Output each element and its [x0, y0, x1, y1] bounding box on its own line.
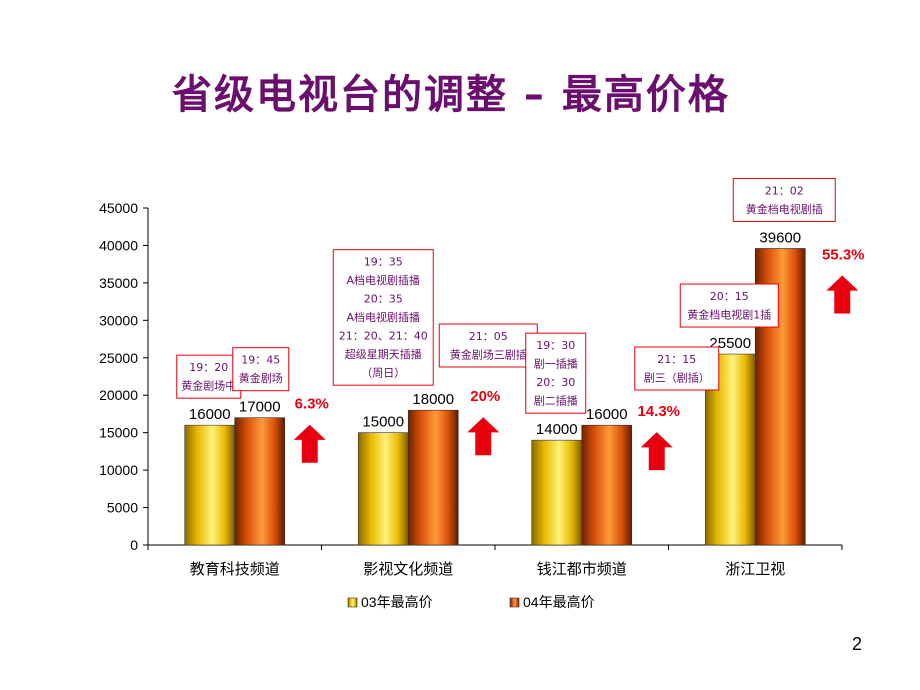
growth-arrow-icon: [293, 424, 326, 463]
growth-label: 20%: [470, 388, 500, 405]
growth-label: 6.3%: [295, 396, 329, 413]
x-category-label: 教育科技频道: [190, 561, 280, 578]
bar-04: [234, 417, 286, 546]
y-tick-label: 10000: [99, 462, 138, 478]
data-label: 16000: [189, 406, 231, 423]
bar-03: [184, 424, 236, 546]
price-note-03-line: 19：20: [189, 361, 228, 374]
price-note-03-line: 剧一插播: [534, 357, 578, 371]
price-note-03-line: 20：15: [710, 290, 749, 303]
price-note-04-line: 剧三（剧插）: [644, 371, 710, 385]
legend-label: 03年最高价: [361, 594, 433, 610]
growth-label: 55.3%: [822, 246, 865, 263]
price-note-03-line: 黄金档电视剧1插: [687, 308, 771, 322]
price-note-04-line: 21：05: [469, 330, 508, 343]
price-note-04-line: 黄金档电视剧插: [746, 202, 823, 216]
price-note-03-box: [679, 283, 779, 328]
price-note-03-line: 剧二插播: [534, 394, 578, 408]
bar-03: [531, 439, 583, 546]
price-note-04-box: [232, 347, 290, 392]
data-label: 16000: [586, 406, 628, 423]
price-note-04-line: 21：15: [657, 353, 696, 366]
price-note-line: 超级星期天插播: [345, 347, 422, 361]
y-tick-label: 40000: [99, 237, 138, 253]
price-note-03-box: [525, 332, 587, 414]
price-note-box: [332, 249, 434, 386]
x-category-label: 钱江都市频道: [537, 561, 627, 578]
price-note-line: A档电视剧插播: [346, 273, 420, 287]
slide-title: 省级电视台的调整 – 最高价格: [172, 72, 730, 118]
price-note-04-box: [732, 177, 836, 222]
bar-04: [407, 409, 459, 546]
legend-swatch: [347, 597, 358, 608]
bar-04: [581, 424, 633, 546]
bar-03: [357, 432, 409, 546]
price-note-03-line: 20：30: [536, 376, 575, 389]
price-note-04-line: 21：02: [765, 184, 804, 197]
price-note-line: 20：35: [364, 293, 403, 306]
legend-label: 04年最高价: [523, 594, 595, 610]
x-category-label: 浙江卫视: [725, 561, 785, 578]
growth-arrow-icon: [826, 275, 859, 314]
y-tick-label: 45000: [99, 200, 138, 216]
price-note-04-line: 黄金剧场: [239, 371, 283, 385]
y-tick-label: 35000: [99, 275, 138, 291]
price-note-04-line: 19：45: [241, 354, 280, 367]
y-tick-label: 20000: [99, 387, 138, 403]
price-note-line: 19：35: [364, 256, 403, 269]
price-note-line: 21：20、21：40: [339, 330, 428, 343]
data-label: 15000: [362, 414, 404, 431]
price-note-04-line: 黄金剧场三剧插: [450, 348, 527, 362]
price-note-03-line: 19：30: [536, 339, 575, 352]
data-label: 17000: [239, 399, 281, 416]
data-label: 14000: [536, 421, 578, 438]
y-tick-label: 30000: [99, 312, 138, 328]
growth-arrow-icon: [640, 432, 673, 471]
y-tick-label: 0: [130, 537, 138, 553]
data-label: 39600: [759, 229, 801, 246]
price-note-line: A档电视剧插播: [346, 310, 420, 324]
data-label: 25500: [709, 335, 751, 352]
growth-arrow-icon: [467, 417, 500, 456]
growth-label: 14.3%: [637, 403, 680, 420]
y-tick-label: 25000: [99, 350, 138, 366]
price-note-03-line: 黄金剧场中: [181, 379, 236, 393]
y-tick-label: 15000: [99, 425, 138, 441]
price-note-03-box: [176, 354, 242, 399]
x-category-label: 影视文化频道: [363, 561, 453, 578]
data-label: 18000: [412, 391, 454, 408]
legend-swatch: [509, 597, 520, 608]
page-number: 2: [851, 634, 862, 654]
price-note-line: （周日）: [361, 367, 405, 380]
y-tick-label: 5000: [107, 500, 138, 516]
price-note-04-box: [634, 346, 720, 391]
